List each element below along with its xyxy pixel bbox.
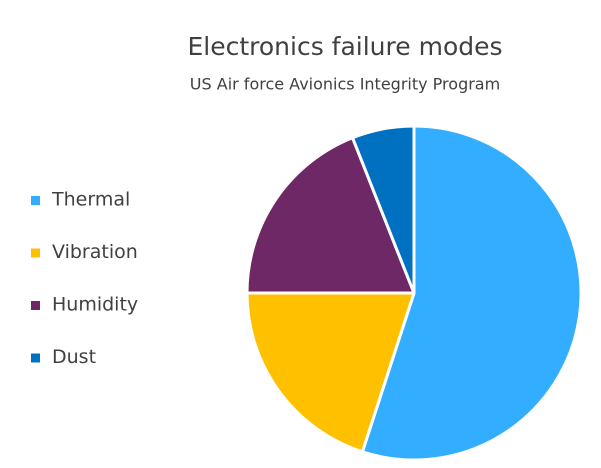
legend-swatch bbox=[31, 196, 40, 205]
chart-title: Electronics failure modes bbox=[187, 32, 502, 61]
pie-slice bbox=[245, 136, 416, 295]
chart-subtitle: US Air force Avionics Integrity Program bbox=[190, 75, 500, 94]
legend-label: Humidity bbox=[52, 294, 138, 316]
legend-swatch bbox=[31, 248, 40, 258]
pie-slice bbox=[360, 124, 583, 462]
pie-slice bbox=[245, 291, 416, 454]
legend-label: Vibration bbox=[52, 241, 138, 263]
legend-swatch bbox=[31, 353, 40, 363]
pie-slice bbox=[351, 124, 416, 295]
legend-swatch bbox=[31, 301, 40, 310]
legend-label: Dust bbox=[52, 346, 96, 368]
legend-label: Thermal bbox=[51, 189, 130, 211]
